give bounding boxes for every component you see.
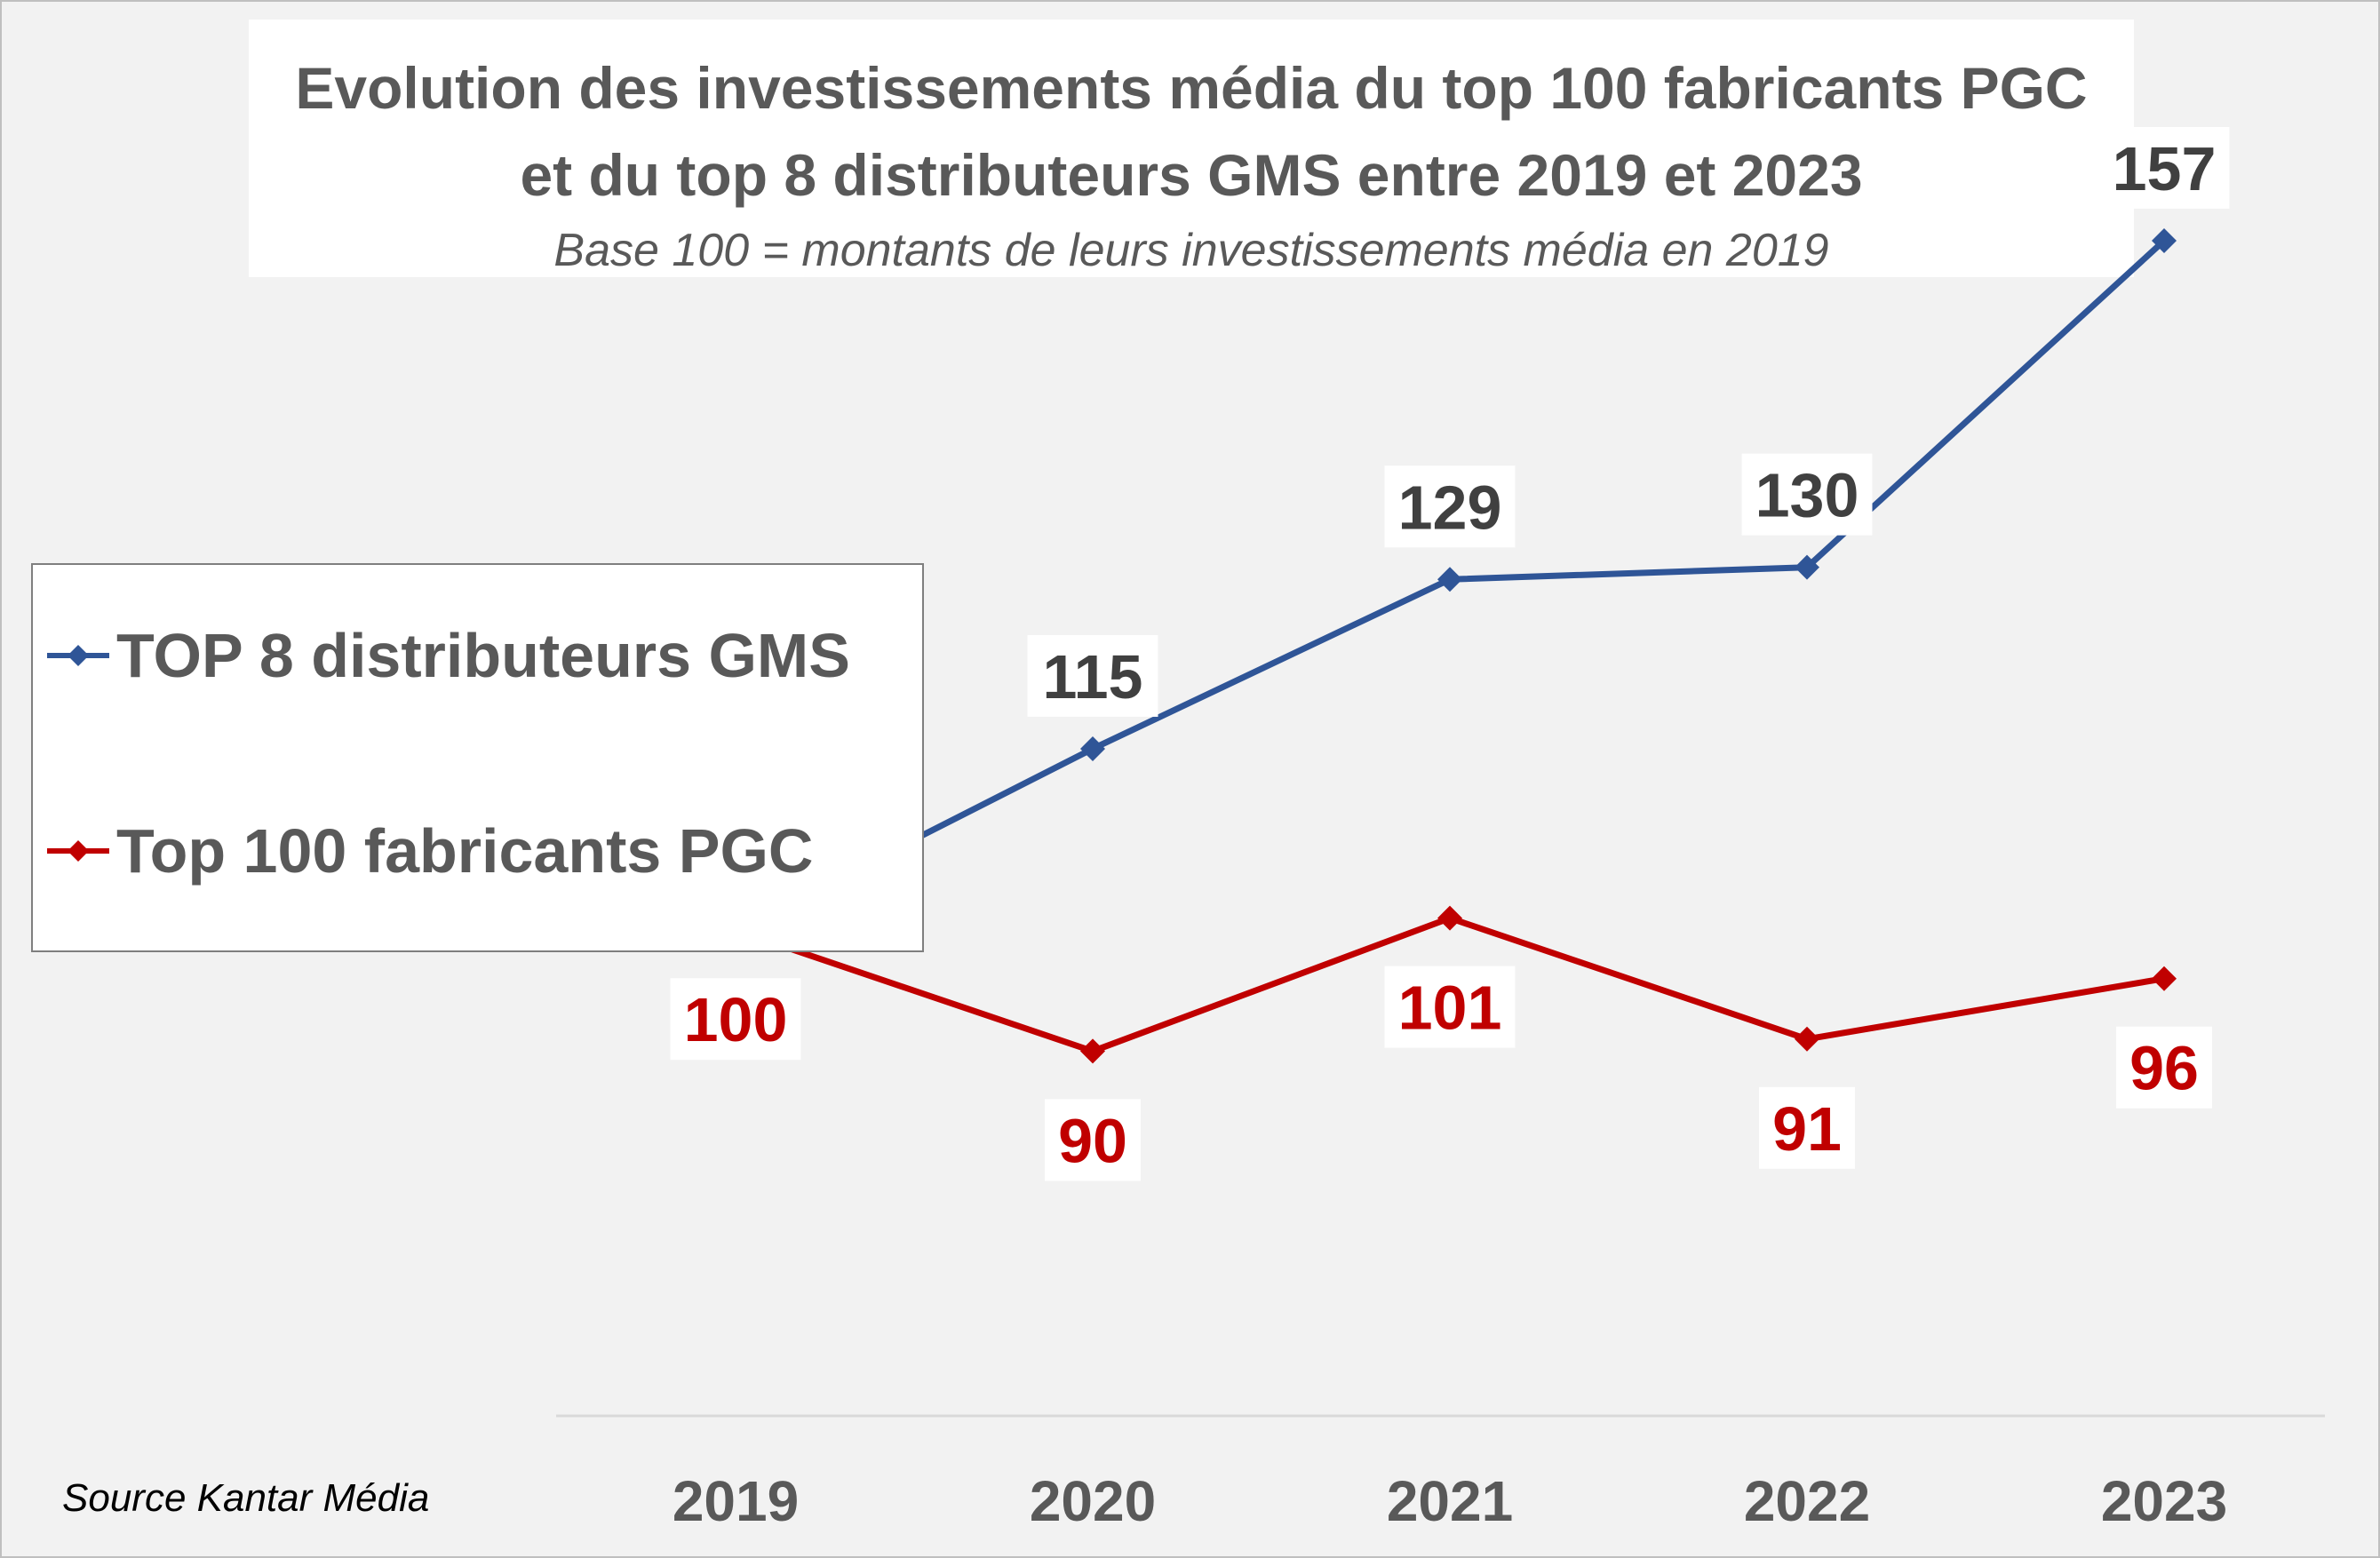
- legend-entry-top-8-distributeurs: TOP 8 distributeurs GMS: [47, 620, 850, 691]
- data-label-0-3: 130: [1755, 461, 1859, 530]
- series-0-point-2: [1437, 567, 1462, 592]
- x-tick-label-2022: 2022: [1744, 1469, 1870, 1533]
- data-label-bg-0-2: [1384, 465, 1516, 548]
- data-label-1-2: 101: [1398, 974, 1502, 1043]
- x-tick-label-2023: 2023: [2101, 1469, 2227, 1533]
- series-0-point-1: [1080, 735, 1105, 761]
- series-1-point-4: [2152, 966, 2177, 991]
- data-label-bg-1-1: [1045, 1099, 1141, 1181]
- series-0-point-4: [2152, 227, 2177, 253]
- data-label-bg-1-0: [670, 978, 801, 1061]
- series-0-point-3: [1795, 554, 1819, 580]
- data-label-bg-1-3: [1759, 1086, 1855, 1169]
- data-label-0-4: 157: [2113, 134, 2217, 203]
- chart-title-line-1: Evolution des investissements média du t…: [295, 55, 2088, 121]
- series-1-point-3: [1795, 1026, 1819, 1052]
- legend-entry-top-100-fabricants: Top 100 fabricants PGC: [47, 815, 813, 886]
- x-tick-label-2021: 2021: [1387, 1469, 1513, 1533]
- x-tick-label-2019: 2019: [673, 1469, 799, 1533]
- x-tick-label-2020: 2020: [1030, 1469, 1156, 1533]
- data-label-bg-0-4: [2098, 126, 2230, 209]
- data-label-1-3: 91: [1772, 1094, 1842, 1164]
- data-label-1-4: 96: [2129, 1034, 2199, 1103]
- legend: TOP 8 distributeurs GMS Top 100 fabrican…: [31, 563, 924, 952]
- chart-subtitle: Base 100 = montants de leurs investissem…: [553, 225, 1829, 276]
- legend-label-top-8-distributeurs: TOP 8 distributeurs GMS: [116, 621, 850, 690]
- data-label-1-1: 90: [1058, 1106, 1127, 1175]
- legend-marker-red-diamond-icon: [47, 840, 109, 862]
- data-label-1-0: 100: [684, 985, 788, 1054]
- data-label-0-2: 129: [1398, 473, 1502, 542]
- data-label-bg-0-1: [1027, 634, 1158, 717]
- data-label-bg-1-2: [1384, 966, 1516, 1048]
- legend-label-top-100-fabricants: Top 100 fabricants PGC: [116, 816, 814, 886]
- series-1-point-1: [1080, 1038, 1105, 1064]
- chart-title-box: Evolution des investissements média du t…: [249, 20, 2134, 277]
- data-label-bg-0-3: [1741, 453, 1873, 536]
- source-note: Source Kantar Média: [62, 1476, 430, 1520]
- legend-marker-blue-diamond-icon: [47, 645, 109, 666]
- data-label-0-1: 115: [1043, 642, 1143, 711]
- chart-title-line-2: et du top 8 distributeurs GMS entre 2019…: [520, 142, 1863, 208]
- data-label-bg-1-4: [2116, 1026, 2212, 1109]
- series-1-point-2: [1437, 905, 1462, 931]
